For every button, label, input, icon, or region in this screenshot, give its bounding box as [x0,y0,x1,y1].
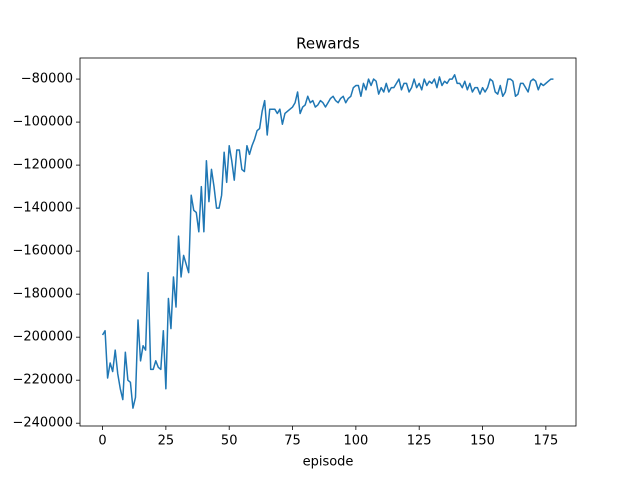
reward-line [101,74,554,409]
y-tick-label: −240000 [12,416,73,431]
y-tick-label: −100000 [12,115,73,130]
y-tick-label: −180000 [12,287,73,302]
y-tick-label: −140000 [12,201,73,216]
x-tick-label: 50 [221,434,238,449]
x-tick-label: 75 [284,434,301,449]
x-tick-label: 25 [158,434,175,449]
x-tick-label: 125 [407,434,432,449]
x-tick-label: 150 [470,434,495,449]
y-tick-label: −160000 [12,244,73,259]
y-tick-label: −120000 [12,158,73,173]
y-tick-label: −80000 [21,72,73,87]
axes-frame [79,57,577,427]
x-tick-label: 175 [533,434,558,449]
y-tick-label: −220000 [12,373,73,388]
x-tick-label: 100 [343,434,368,449]
x-axis-label: episode [303,455,354,470]
chart-title: Rewards [296,35,360,53]
y-tick-label: −200000 [12,330,73,345]
x-tick-label: 0 [98,434,106,449]
